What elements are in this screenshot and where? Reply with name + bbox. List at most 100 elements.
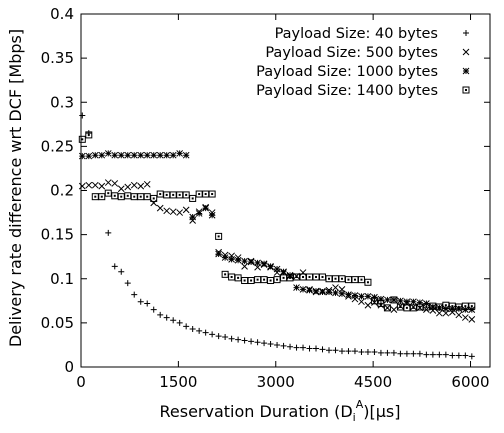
marker-stroke	[364, 301, 372, 309]
legend-label: Payload Size: 1400 bytes	[256, 83, 438, 99]
marker-stroke	[124, 151, 132, 159]
data-point	[137, 151, 145, 159]
data-point	[182, 151, 190, 159]
data-point	[78, 135, 86, 143]
data-point	[111, 263, 118, 270]
data-point	[182, 206, 190, 214]
marker-square	[189, 194, 197, 202]
marker-dot	[327, 277, 330, 280]
marker-stroke	[358, 298, 365, 306]
data-point	[397, 350, 404, 357]
marker-stroke	[163, 151, 171, 159]
marker-stroke	[449, 352, 456, 359]
marker-stroke	[117, 185, 125, 193]
marker-stroke	[189, 213, 197, 221]
marker-stroke	[91, 151, 99, 159]
data-point	[468, 353, 475, 360]
marker-stroke	[111, 180, 119, 187]
data-point	[423, 351, 430, 358]
data-point	[377, 299, 385, 307]
marker-stroke	[156, 151, 164, 159]
marker-dot	[224, 273, 227, 276]
data-point	[117, 151, 125, 159]
marker-dot	[366, 281, 369, 284]
marker-stroke	[462, 352, 469, 359]
marker-stroke	[410, 298, 417, 306]
y-tick-label: 0.1	[50, 270, 74, 288]
marker-stroke	[410, 350, 417, 357]
marker-stroke	[319, 288, 326, 296]
data-point	[312, 273, 320, 281]
data-point	[436, 309, 443, 317]
marker-stroke	[384, 296, 391, 304]
marker-stroke	[436, 309, 443, 317]
data-point	[248, 338, 255, 345]
marker-stroke	[299, 285, 307, 293]
marker-stroke	[397, 297, 404, 305]
marker-stroke	[345, 348, 352, 355]
data-point	[455, 305, 463, 313]
marker-dot	[120, 195, 123, 198]
marker-dot	[211, 193, 214, 196]
marker-dot	[438, 305, 441, 308]
marker-stroke	[461, 306, 469, 313]
data-point	[312, 287, 320, 295]
data-point	[364, 293, 372, 300]
data-point	[377, 301, 385, 309]
marker-square	[468, 302, 476, 310]
marker-stroke	[338, 348, 345, 355]
data-point	[202, 329, 209, 336]
data-point	[163, 151, 171, 159]
marker-dot	[250, 279, 253, 282]
marker-dot	[133, 195, 136, 198]
marker-stroke	[312, 287, 320, 295]
marker-dot	[315, 275, 318, 278]
data-marks-layer	[78, 112, 476, 360]
marker-stroke	[182, 206, 190, 214]
marker-dot	[100, 195, 103, 198]
marker-dot	[295, 275, 298, 278]
data-point	[156, 190, 164, 198]
data-point	[377, 349, 384, 356]
marker-stroke	[235, 336, 242, 343]
marker-stroke	[371, 293, 378, 301]
marker-stroke	[351, 292, 359, 299]
marker-stroke	[358, 293, 365, 300]
marker-square	[98, 193, 106, 201]
data-point	[241, 337, 248, 344]
data-point	[91, 151, 99, 159]
data-point	[196, 327, 203, 334]
data-point	[98, 182, 106, 190]
marker-dot	[425, 305, 428, 308]
marker-stroke	[267, 263, 274, 270]
data-point	[455, 311, 463, 319]
data-point	[468, 302, 476, 310]
marker-stroke	[299, 269, 307, 276]
data-point	[150, 199, 158, 207]
marker-dot	[386, 306, 389, 309]
data-point	[313, 345, 320, 352]
marker-dot	[146, 195, 149, 198]
y-tick-label: 0.3	[50, 93, 74, 111]
marker-dot	[431, 305, 434, 308]
y-tick-label: 0.35	[41, 49, 74, 67]
data-point	[351, 276, 359, 284]
data-point	[228, 273, 236, 281]
marker-stroke	[377, 349, 384, 356]
marker-stroke	[176, 319, 183, 326]
data-point	[124, 280, 131, 287]
data-point	[293, 273, 301, 281]
data-point	[117, 193, 125, 201]
data-point	[345, 291, 352, 298]
data-point	[364, 278, 372, 286]
marker-dot	[165, 193, 168, 196]
data-point	[183, 323, 190, 330]
legend-label: Payload Size: 40 bytes	[275, 26, 438, 42]
data-point	[241, 277, 249, 285]
data-point	[351, 292, 359, 299]
marker-stroke	[241, 263, 248, 270]
data-point	[222, 333, 229, 340]
marker-stroke	[104, 150, 112, 157]
data-point	[228, 335, 235, 342]
data-point	[267, 341, 274, 348]
